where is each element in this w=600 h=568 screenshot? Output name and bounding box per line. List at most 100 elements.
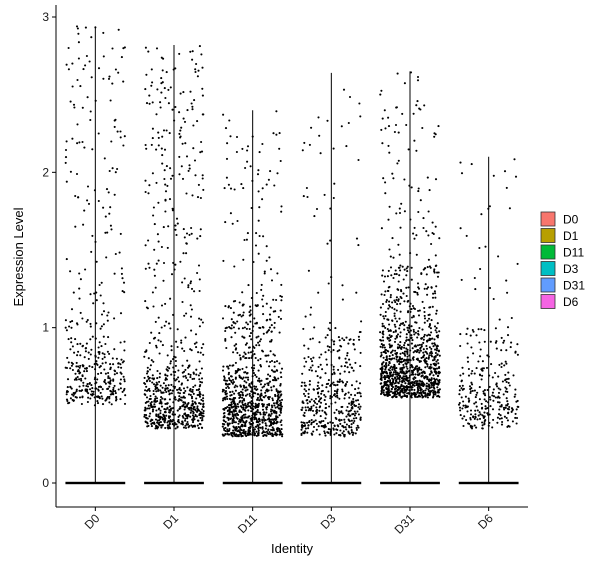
data-point [343,370,346,373]
data-point [498,417,501,420]
data-point [473,276,476,280]
data-point [265,354,268,357]
data-point [80,389,83,393]
data-point [152,393,155,396]
data-point [148,415,151,418]
data-point [484,394,487,397]
data-point [147,404,150,407]
data-point [76,123,79,126]
data-point [517,405,520,408]
data-point [150,359,153,362]
data-point [334,416,337,419]
data-point [272,353,275,356]
data-point [403,341,406,344]
data-point [255,232,258,235]
data-point [346,380,349,384]
data-point [143,355,146,358]
data-point [264,422,267,425]
data-point [147,262,150,265]
data-point [236,413,240,416]
data-point [407,148,410,151]
data-point [313,326,316,329]
data-point [228,408,231,411]
data-point [467,400,470,403]
data-point [412,307,415,310]
data-point [144,300,147,303]
data-point [270,369,274,372]
data-point [478,386,481,389]
data-point [88,365,91,368]
data-point [400,395,403,398]
data-point [349,414,352,417]
data-point [183,314,186,317]
data-point [190,404,193,407]
data-point [308,380,311,383]
data-point [120,358,123,361]
data-point [188,364,191,367]
data-point [146,366,149,369]
data-point [504,360,507,363]
data-point [151,291,154,294]
data-point [388,362,391,365]
data-point [164,302,167,305]
data-point [119,378,122,381]
data-point [156,369,159,373]
data-point [114,370,117,373]
data-point [192,392,195,395]
data-point [230,411,234,414]
data-point [104,342,107,346]
data-point [494,327,497,330]
data-point [148,102,151,105]
data-point [502,341,505,344]
data-point [405,371,408,374]
data-point [324,351,327,354]
data-point [89,293,92,296]
data-point [278,399,281,402]
data-point [280,398,284,401]
data-point [234,429,237,432]
data-point [399,385,402,388]
data-point [271,426,274,429]
data-point [358,102,361,105]
data-point [352,397,355,401]
data-point [399,341,402,344]
data-point [123,380,126,383]
data-point [406,361,409,364]
data-point [301,406,304,409]
data-point [481,367,484,370]
data-point [154,418,158,421]
data-point [460,172,464,175]
data-point [100,281,103,284]
data-point [319,405,322,408]
data-point [438,237,441,240]
data-point [189,282,192,285]
data-point [197,69,200,72]
data-point [119,341,122,344]
data-point [247,346,251,349]
data-point [224,390,228,393]
data-point [194,384,197,387]
data-point [397,266,400,269]
data-point [497,255,500,258]
data-point [415,393,418,396]
data-point [280,299,283,302]
data-point [390,374,393,377]
data-point [177,399,180,402]
data-point [309,366,312,369]
data-point [472,330,475,333]
data-point [413,394,417,397]
data-point [387,144,390,147]
data-point [92,302,95,305]
data-point [423,314,426,317]
data-point [254,322,257,325]
data-point [434,254,437,257]
data-point [316,384,319,387]
data-point [350,419,353,422]
data-point [158,352,161,355]
data-point [425,273,428,276]
data-point [223,396,226,399]
data-point [406,348,409,351]
data-point [317,391,320,394]
data-point [435,382,438,385]
data-point [198,278,201,281]
